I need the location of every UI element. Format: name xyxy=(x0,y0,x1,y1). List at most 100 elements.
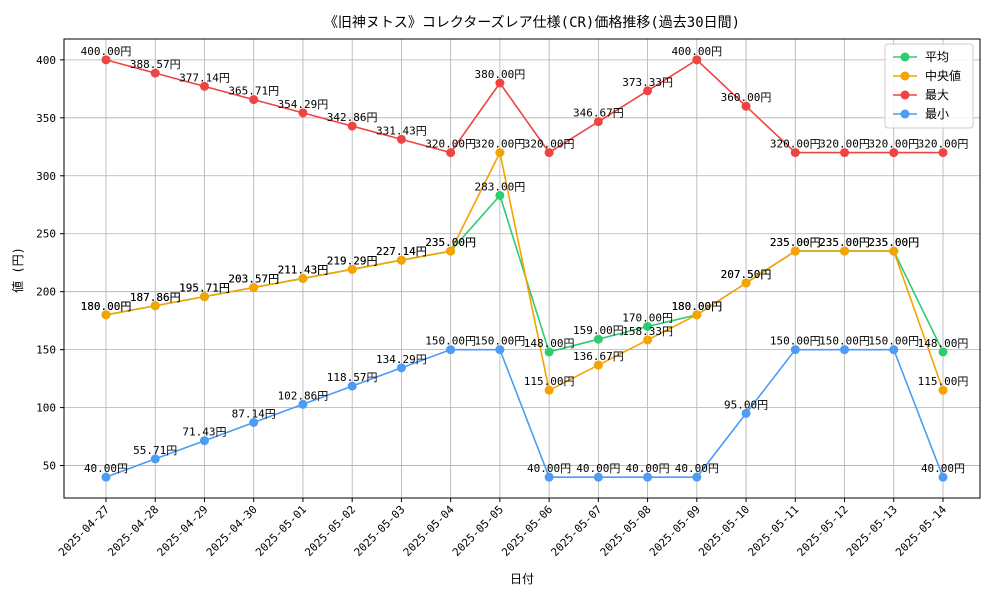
data-point xyxy=(593,472,603,482)
data-point xyxy=(495,190,505,200)
data-point xyxy=(643,335,653,345)
data-point xyxy=(741,278,751,288)
data-point xyxy=(790,246,800,256)
data-point xyxy=(889,246,899,256)
data-point xyxy=(889,345,899,355)
data-label: 400.00円 xyxy=(671,45,722,58)
data-labels: 180.00円187.86円195.71円203.57円211.43円219.2… xyxy=(81,45,969,475)
series-line xyxy=(105,348,944,478)
y-tick-label: 150 xyxy=(36,344,56,357)
data-label: 235.00円 xyxy=(770,236,821,249)
data-point xyxy=(446,246,456,256)
data-label: 115.00円 xyxy=(524,375,575,388)
data-label: 40.00円 xyxy=(675,462,719,475)
data-label: 102.86円 xyxy=(278,389,329,402)
data-point xyxy=(741,101,751,111)
data-label: 55.71円 xyxy=(133,444,177,457)
data-label: 227.14円 xyxy=(376,245,427,258)
data-point xyxy=(446,345,456,355)
data-label: 118.57円 xyxy=(327,371,378,384)
data-point xyxy=(347,264,357,274)
data-label: 346.67円 xyxy=(573,107,624,120)
data-label: 320.00円 xyxy=(524,138,575,151)
data-point xyxy=(840,148,850,158)
data-label: 211.43円 xyxy=(278,263,329,276)
legend-box xyxy=(884,43,974,129)
data-label: 40.00円 xyxy=(626,462,670,475)
data-label: 40.00円 xyxy=(576,462,620,475)
data-label: 380.00円 xyxy=(475,68,526,81)
data-point xyxy=(643,472,653,482)
data-point xyxy=(692,472,702,482)
data-point xyxy=(643,86,653,96)
data-point xyxy=(396,255,406,265)
y-tick-label: 100 xyxy=(36,402,56,415)
data-point xyxy=(446,148,456,158)
data-label: 235.00円 xyxy=(425,236,476,249)
data-point xyxy=(249,95,259,105)
data-point xyxy=(249,283,259,293)
data-label: 235.00円 xyxy=(868,236,919,249)
data-point xyxy=(889,148,899,158)
data-point xyxy=(840,246,850,256)
series-2 xyxy=(101,55,948,158)
data-label: 342.86円 xyxy=(327,111,378,124)
data-point xyxy=(150,454,160,464)
series-1 xyxy=(101,148,948,395)
data-point xyxy=(298,108,308,118)
data-label: 71.43円 xyxy=(182,426,226,439)
data-label: 235.00円 xyxy=(868,236,919,249)
legend-item: 最小 xyxy=(893,107,949,121)
data-point xyxy=(938,385,948,395)
data-label: 320.00円 xyxy=(918,138,969,151)
data-point xyxy=(544,148,554,158)
data-label: 331.43円 xyxy=(376,124,427,137)
data-label: 180.00円 xyxy=(671,300,722,313)
data-label: 365.71円 xyxy=(228,85,279,98)
legend-label: 平均 xyxy=(925,50,949,64)
data-label: 180.00円 xyxy=(81,300,132,313)
data-point xyxy=(396,134,406,144)
data-point xyxy=(593,360,603,370)
data-label: 40.00円 xyxy=(921,462,965,475)
legend-item: 平均 xyxy=(893,50,949,64)
data-point xyxy=(643,321,653,331)
data-label: 207.50円 xyxy=(721,268,772,281)
series-line xyxy=(105,58,943,154)
y-tick-label: 400 xyxy=(36,54,56,67)
data-label: 320.00円 xyxy=(819,138,870,151)
data-point xyxy=(790,148,800,158)
data-label: 159.00円 xyxy=(573,324,624,337)
data-label: 148.00円 xyxy=(524,337,575,350)
data-label: 195.71円 xyxy=(179,282,230,295)
data-point xyxy=(938,148,948,158)
data-point xyxy=(396,363,406,373)
data-point xyxy=(938,347,948,357)
legend-item: 最大 xyxy=(893,88,949,102)
chart-title: 《旧神ヌトス》コレクターズレア仕様(CR)価格推移(過去30日間) xyxy=(324,15,740,31)
y-tick-label: 200 xyxy=(36,286,56,299)
data-label: 320.00円 xyxy=(868,138,919,151)
data-point xyxy=(495,148,505,158)
data-label: 150.00円 xyxy=(475,335,526,348)
y-tick-label: 350 xyxy=(36,112,56,125)
data-label: 207.50円 xyxy=(721,268,772,281)
data-point xyxy=(938,472,948,482)
data-label: 360.00円 xyxy=(721,91,772,104)
y-tick-label: 250 xyxy=(36,228,56,241)
data-label: 388.57円 xyxy=(130,58,181,71)
data-point xyxy=(150,68,160,78)
legend-marker xyxy=(900,52,910,62)
data-label: 87.14円 xyxy=(232,407,276,420)
data-label: 219.29円 xyxy=(327,254,378,267)
data-label: 150.00円 xyxy=(425,335,476,348)
data-point xyxy=(347,381,357,391)
data-point xyxy=(593,117,603,127)
data-point xyxy=(347,121,357,131)
data-point xyxy=(298,273,308,283)
y-tick-label: 300 xyxy=(36,170,56,183)
legend-marker xyxy=(900,90,910,100)
data-point xyxy=(495,345,505,355)
data-label: 187.86円 xyxy=(130,291,181,304)
data-point xyxy=(741,408,751,418)
